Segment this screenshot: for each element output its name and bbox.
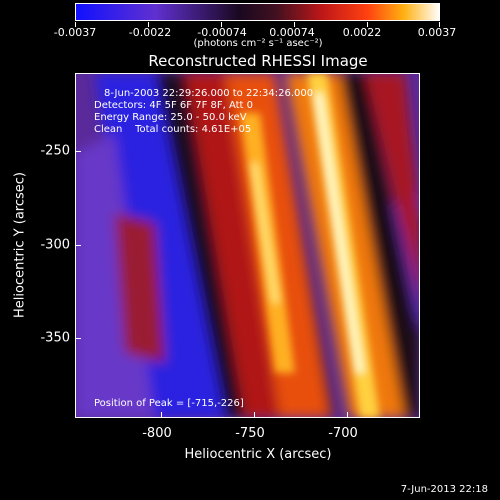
x-axis-title: Heliocentric X (arcsec) — [184, 447, 332, 462]
annotation-time-range: 8-Jun-2003 22:29:26.000 to 22:34:26.000 — [104, 88, 314, 99]
y-tick — [75, 245, 81, 246]
colorbar-units: (photons cm⁻² s⁻¹ asec⁻²) — [193, 38, 323, 49]
y-tick-label: -250 — [40, 143, 70, 159]
x-tick — [161, 412, 162, 418]
annotation-energy-range: Energy Range: 25.0 - 50.0 keV — [94, 112, 247, 123]
colorbar-tick-label: -0.0037 — [53, 26, 97, 39]
colorbar-tick-label: -0.00074 — [197, 26, 247, 39]
x-tick-label: -750 — [235, 426, 265, 441]
x-tick — [347, 412, 348, 418]
annotation-peak-position: Position of Peak = [-715,-226] — [94, 398, 244, 409]
colorbar-tick-label: 0.0037 — [417, 26, 457, 39]
plot-title: Reconstructed RHESSI Image — [148, 52, 368, 70]
colorbar-tick-label: 0.00074 — [269, 26, 315, 39]
colorbar-frame — [75, 3, 440, 21]
y-tick-label: -300 — [40, 237, 70, 253]
x-tick-label: -700 — [328, 426, 358, 441]
y-tick — [75, 151, 81, 152]
annotation-total-counts: Clean Total counts: 4.61E+05 — [94, 124, 252, 135]
footer-timestamp: 7-Jun-2013 22:18 — [400, 484, 488, 495]
annotation-detectors: Detectors: 4F 5F 6F 7F 8F, Att 0 — [94, 100, 254, 111]
x-tick — [254, 412, 255, 418]
colorbar-tick-label: 0.0022 — [342, 26, 382, 39]
x-tick-label: -800 — [142, 426, 172, 441]
rhessi-image — [75, 73, 420, 418]
colorbar-tick-label: -0.0022 — [128, 26, 172, 39]
colorbar — [75, 3, 440, 21]
y-tick — [75, 338, 81, 339]
y-axis-title: Heliocentric Y (arcsec) — [12, 172, 28, 318]
y-tick-label: -350 — [40, 330, 70, 346]
